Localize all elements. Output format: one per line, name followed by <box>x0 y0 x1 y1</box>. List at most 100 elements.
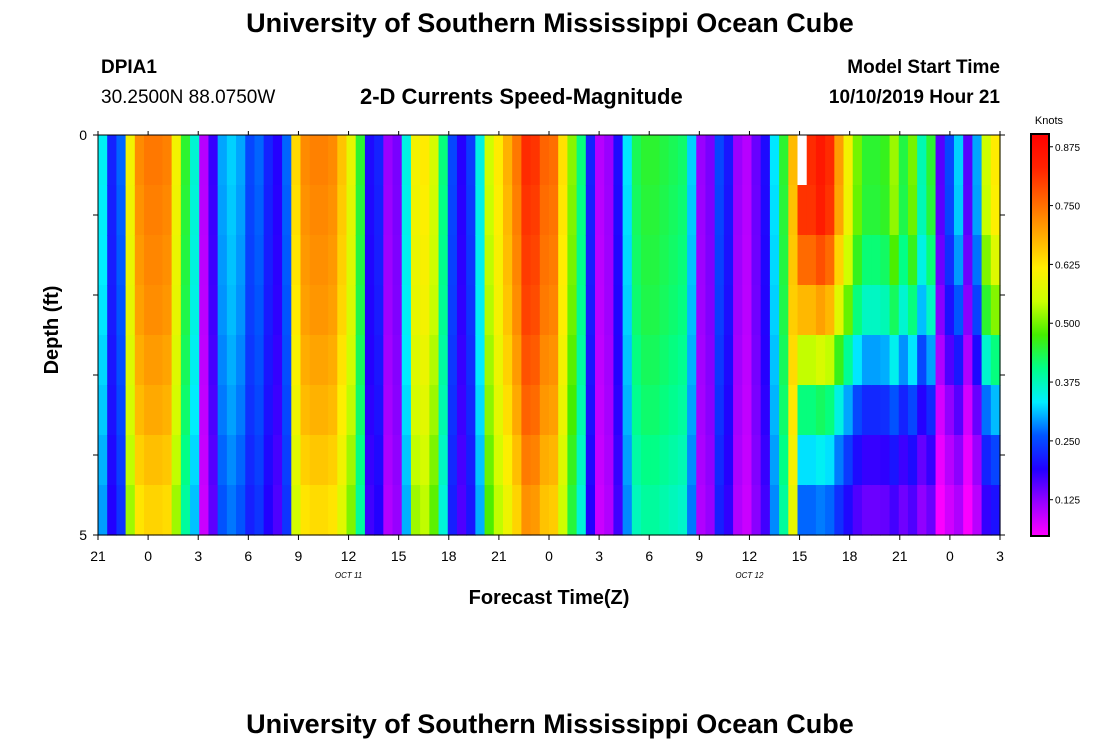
heatmap-cell <box>990 135 1001 186</box>
heatmap-cell <box>567 385 578 436</box>
heatmap-cell <box>567 435 578 486</box>
heatmap-cell <box>171 235 182 286</box>
heatmap-cell <box>493 135 504 186</box>
heatmap-cell <box>963 485 973 536</box>
heatmap-cell <box>318 485 329 536</box>
footer-title: University of Southern Mississippi Ocean… <box>246 709 854 739</box>
heatmap-cell <box>907 435 918 486</box>
heatmap-cell <box>733 135 743 186</box>
heatmap-cell <box>779 185 789 236</box>
heatmap-cell <box>254 185 265 236</box>
heatmap-cell <box>309 285 320 336</box>
x-tick-label: 0 <box>946 548 954 564</box>
heatmap-cell <box>834 285 845 336</box>
heatmap-cell <box>613 435 624 486</box>
heatmap-cell <box>622 485 633 536</box>
colorbar: Knots 0.875 0.750 0.625 0.500 0.375 0.250 0.12… <box>1030 115 1080 537</box>
heatmap-cell <box>364 235 375 286</box>
heatmap-cell <box>751 335 762 386</box>
heatmap-cell <box>880 335 891 386</box>
heatmap-cell <box>733 235 743 286</box>
heatmap-cell <box>641 435 651 486</box>
heatmap-cell <box>162 135 173 186</box>
heatmap-cell <box>236 185 246 236</box>
heatmap-cell <box>880 435 891 486</box>
heatmap-cell <box>456 285 467 336</box>
heatmap-cell <box>576 335 587 386</box>
heatmap-cell <box>742 285 753 336</box>
heatmap-cell <box>696 435 707 486</box>
heatmap-cell <box>199 185 210 236</box>
heatmap-cell <box>585 185 596 236</box>
heatmap-cell <box>604 185 615 236</box>
heatmap-cell <box>107 335 117 386</box>
heatmap-cell <box>512 435 522 486</box>
heatmap-cell <box>199 385 210 436</box>
heatmap-cell <box>880 485 891 536</box>
heatmap-cell <box>935 485 946 536</box>
heatmap-cell <box>742 385 753 436</box>
heatmap-cell <box>926 335 937 386</box>
heatmap-cell <box>898 485 909 536</box>
heatmap-cell <box>677 285 688 336</box>
heatmap-cell <box>254 285 265 336</box>
heatmap-cell <box>300 285 311 336</box>
heatmap-cell <box>263 235 274 286</box>
heatmap-cell <box>953 385 964 436</box>
heatmap-cell <box>815 485 826 536</box>
heatmap-cell <box>613 285 624 336</box>
heatmap-cell <box>585 235 596 286</box>
x-tick-label: 12 <box>742 548 758 564</box>
heatmap-cell <box>107 485 117 536</box>
heatmap-cell <box>190 335 200 386</box>
heatmap-cell <box>806 185 817 236</box>
heatmap-cell <box>162 285 173 336</box>
heatmap-cell <box>401 135 412 186</box>
heatmap-cell <box>116 485 127 536</box>
heatmap-cell <box>521 435 532 486</box>
x-tick-label: 9 <box>295 548 303 564</box>
heatmap-cell <box>972 135 983 186</box>
heatmap-cell <box>733 485 743 536</box>
heatmap-cell <box>641 385 651 436</box>
heatmap-cells <box>98 135 1001 536</box>
heatmap-cell <box>466 485 476 536</box>
heatmap-cell <box>944 285 955 336</box>
heatmap-cell <box>190 485 200 536</box>
x-tick-label: 15 <box>792 548 808 564</box>
y-axis: 05 <box>79 127 1005 543</box>
heatmap-cell <box>355 385 366 436</box>
heatmap-cell <box>374 135 384 186</box>
heatmap-cell <box>576 135 587 186</box>
heatmap-cell <box>659 385 670 436</box>
heatmap-cell <box>668 185 679 236</box>
x-tick-label: 6 <box>244 548 252 564</box>
heatmap-cell <box>180 285 191 336</box>
heatmap-cell <box>815 385 826 436</box>
heatmap-cell <box>926 435 937 486</box>
heatmap-cell <box>236 235 246 286</box>
station-id: DPIA1 <box>101 57 157 78</box>
heatmap-cell <box>438 185 449 236</box>
heatmap-cell <box>677 185 688 236</box>
heatmap-cell <box>898 285 909 336</box>
heatmap-cell <box>576 435 587 486</box>
heatmap-cell <box>953 435 964 486</box>
heatmap-cell <box>374 335 384 386</box>
colorbar-tick-label: 0.500 <box>1055 319 1080 330</box>
heatmap-cell <box>364 485 375 536</box>
page-title: University of Southern Mississippi Ocean… <box>246 8 854 38</box>
heatmap-cell <box>723 285 734 336</box>
heatmap-cell <box>539 135 550 186</box>
heatmap-cell <box>641 135 651 186</box>
heatmap-cell <box>346 285 357 336</box>
heatmap-cell <box>328 385 338 436</box>
heatmap-cell <box>420 485 430 536</box>
heatmap-cell <box>180 385 191 436</box>
heatmap-cell <box>926 235 937 286</box>
heatmap-cell <box>521 285 532 336</box>
heatmap-cell <box>558 185 568 236</box>
colorbar-tick-label: 0.375 <box>1055 378 1080 389</box>
heatmap-cell <box>245 235 256 286</box>
x-tick-label: 15 <box>391 548 407 564</box>
